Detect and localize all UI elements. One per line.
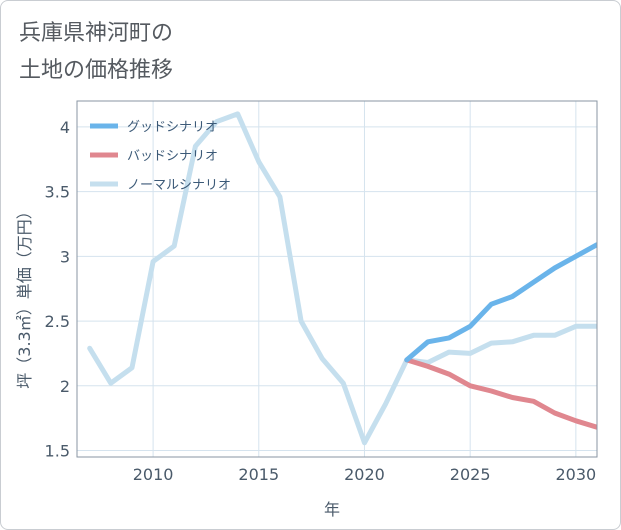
chart-title-line-1: 兵庫県神河町の xyxy=(19,21,174,46)
series-line-1 xyxy=(404,357,597,430)
plot-frame xyxy=(76,100,598,458)
legend-label-2: ノーマルシナリオ xyxy=(127,178,231,193)
x-tick-label: 2025 xyxy=(450,465,491,484)
x-tick-label: 2010 xyxy=(133,465,174,484)
x-tick-label: 2030 xyxy=(556,465,597,484)
x-tick-label: 2015 xyxy=(238,465,279,484)
x-tick-label: 2020 xyxy=(344,465,385,484)
axis-ticks: 1.5 2 2.5 3 3.5 4 2010 2015 2020 2025 2030 xyxy=(45,118,597,484)
series-lines xyxy=(87,111,597,446)
y-axis-title: 坪（3.3㎡）単価（万円） xyxy=(15,203,34,388)
legend-label-0: グッドシナリオ xyxy=(127,120,218,135)
y-tick-label: 1.5 xyxy=(45,442,70,461)
y-tick-label: 2 xyxy=(60,377,70,396)
y-tick-label: 3.5 xyxy=(45,183,70,202)
chart-title: 兵庫県神河町の 土地の価格推移 xyxy=(19,15,173,89)
legend-label-1: バッドシナリオ xyxy=(127,149,218,164)
y-tick-label: 2.5 xyxy=(45,312,70,331)
y-tick-label: 3 xyxy=(60,247,70,266)
series-line-0 xyxy=(404,242,597,363)
series-line-2 xyxy=(87,111,597,446)
x-axis-title: 年 xyxy=(324,500,340,519)
chart-title-line-2: 土地の価格推移 xyxy=(19,58,174,83)
y-tick-label: 4 xyxy=(60,118,70,137)
